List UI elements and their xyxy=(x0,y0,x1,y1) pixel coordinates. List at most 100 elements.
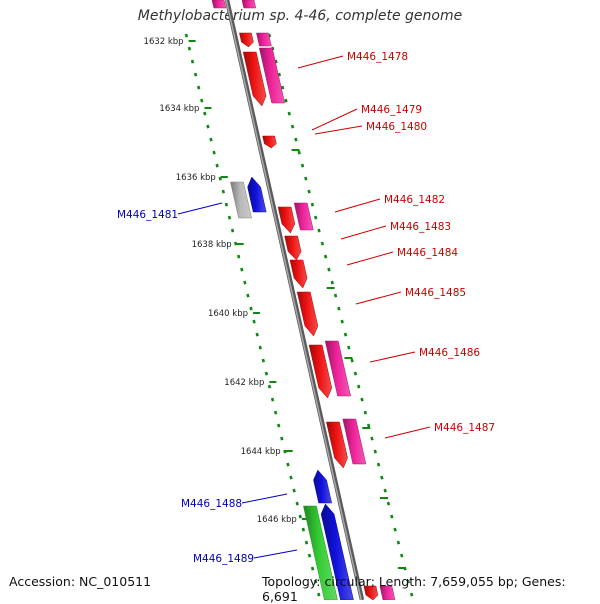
gene-feature[interactable] xyxy=(258,47,286,104)
track-dot xyxy=(393,527,397,532)
gene-feature[interactable] xyxy=(320,503,354,600)
track-dot xyxy=(224,202,229,207)
track-dot xyxy=(240,267,244,272)
gene-label[interactable]: M446_1481 xyxy=(117,209,178,221)
gene-label[interactable]: M446_1489 xyxy=(193,553,254,565)
gene-feature[interactable] xyxy=(326,421,348,469)
track-dot xyxy=(357,384,361,389)
track-dot xyxy=(330,280,334,285)
track-dot xyxy=(390,514,394,519)
gene-feature[interactable] xyxy=(211,0,227,9)
track-dot xyxy=(233,241,238,246)
gene-feature[interactable] xyxy=(241,0,257,9)
track-dot xyxy=(298,514,302,519)
track-dot xyxy=(284,98,288,103)
gene-label-leader xyxy=(311,108,358,131)
gene-label[interactable]: M446_1487 xyxy=(434,422,495,434)
track-dot xyxy=(363,410,367,415)
sequence-axis-highlight xyxy=(225,0,362,600)
gene-feature[interactable] xyxy=(256,32,272,47)
gene-label[interactable]: M446_1483 xyxy=(390,221,451,233)
track-dot xyxy=(280,436,284,441)
track-dot xyxy=(366,423,371,428)
scale-label: 1640 kbp xyxy=(208,309,248,319)
track-dot xyxy=(347,345,351,350)
track-dot xyxy=(340,319,344,324)
gene-label[interactable]: M446_1480 xyxy=(366,121,427,133)
gene-feature[interactable] xyxy=(379,585,396,600)
track-dot xyxy=(292,488,296,493)
gene-label-leader xyxy=(253,549,298,559)
gene-label-leader xyxy=(314,125,363,135)
gene-feature[interactable] xyxy=(303,505,338,600)
scale-label: 1634 kbp xyxy=(159,104,199,114)
track-dot xyxy=(386,501,391,506)
track-dot xyxy=(370,436,374,441)
gene-feature[interactable] xyxy=(289,259,308,289)
gene-label-leader xyxy=(369,351,416,363)
gene-feature[interactable] xyxy=(308,344,333,399)
track-dot xyxy=(317,592,321,597)
gene-label-leader xyxy=(241,493,288,504)
gene-feature[interactable] xyxy=(242,51,267,107)
track-dot xyxy=(323,254,328,259)
track-dot xyxy=(376,462,381,467)
gene-feature[interactable] xyxy=(247,176,267,213)
track-dot xyxy=(353,371,358,376)
gene-feature[interactable] xyxy=(342,418,367,465)
track-dot xyxy=(203,111,207,116)
track-dot xyxy=(314,579,318,584)
track-dot xyxy=(310,202,315,207)
scale-label: 1646 kbp xyxy=(257,515,297,525)
gene-feature[interactable] xyxy=(239,32,254,48)
tick-layer: 1632 kbp 1634 kbp 1636 kbp 1638 kbp 1640 kbp… xyxy=(144,33,414,597)
label-layer: M446_1478 M446_1479 M446_1480 M446_1481 M446… xyxy=(117,51,495,565)
gene-label[interactable]: M446_1486 xyxy=(419,347,480,359)
track-dot xyxy=(277,423,281,428)
gene-label-leader xyxy=(340,225,387,240)
gene-feature[interactable] xyxy=(262,135,277,149)
scale-label: 1644 kbp xyxy=(241,447,281,457)
gene-feature[interactable] xyxy=(324,340,351,397)
track-dot xyxy=(255,332,259,337)
track-dot xyxy=(320,241,324,246)
gene-label-leader xyxy=(297,55,344,69)
track-dot xyxy=(327,267,331,272)
gene-feature[interactable] xyxy=(230,181,252,219)
track-dot xyxy=(350,358,354,363)
track-dot xyxy=(230,228,235,233)
track-dot xyxy=(264,371,269,376)
track-dot xyxy=(206,124,210,129)
track-dot xyxy=(307,553,312,558)
track-dot xyxy=(360,397,364,402)
track-dot xyxy=(400,553,404,558)
gene-label[interactable]: M446_1488 xyxy=(181,498,242,510)
gene-feature[interactable] xyxy=(313,469,333,504)
track-dot xyxy=(218,176,222,181)
gene-label[interactable]: M446_1484 xyxy=(397,247,458,259)
track-dot xyxy=(187,46,192,51)
accession-text: Accession: NC_010511 xyxy=(9,574,152,589)
track-dot xyxy=(270,397,275,402)
gene-feature[interactable] xyxy=(363,585,379,600)
track-dot xyxy=(290,124,295,129)
gene-label[interactable]: M446_1482 xyxy=(384,194,445,206)
gene-label[interactable]: M446_1485 xyxy=(405,287,466,299)
track-dot xyxy=(297,150,301,155)
gene-label[interactable]: M446_1478 xyxy=(347,51,408,63)
track-dot xyxy=(373,449,377,454)
track-dot xyxy=(273,410,278,415)
gene-feature[interactable] xyxy=(284,235,302,261)
track-dot xyxy=(314,215,318,220)
gene-feature[interactable] xyxy=(277,206,296,234)
scale-label: 1632 kbp xyxy=(144,37,184,47)
gene-feature[interactable] xyxy=(293,202,314,231)
track-dot xyxy=(333,293,338,298)
gene-feature[interactable] xyxy=(296,291,319,337)
gene-label-leader xyxy=(355,291,402,305)
track-dot xyxy=(317,228,321,233)
track-dot xyxy=(190,59,195,64)
track-dot xyxy=(249,306,253,311)
gene-label[interactable]: M446_1479 xyxy=(361,104,422,116)
